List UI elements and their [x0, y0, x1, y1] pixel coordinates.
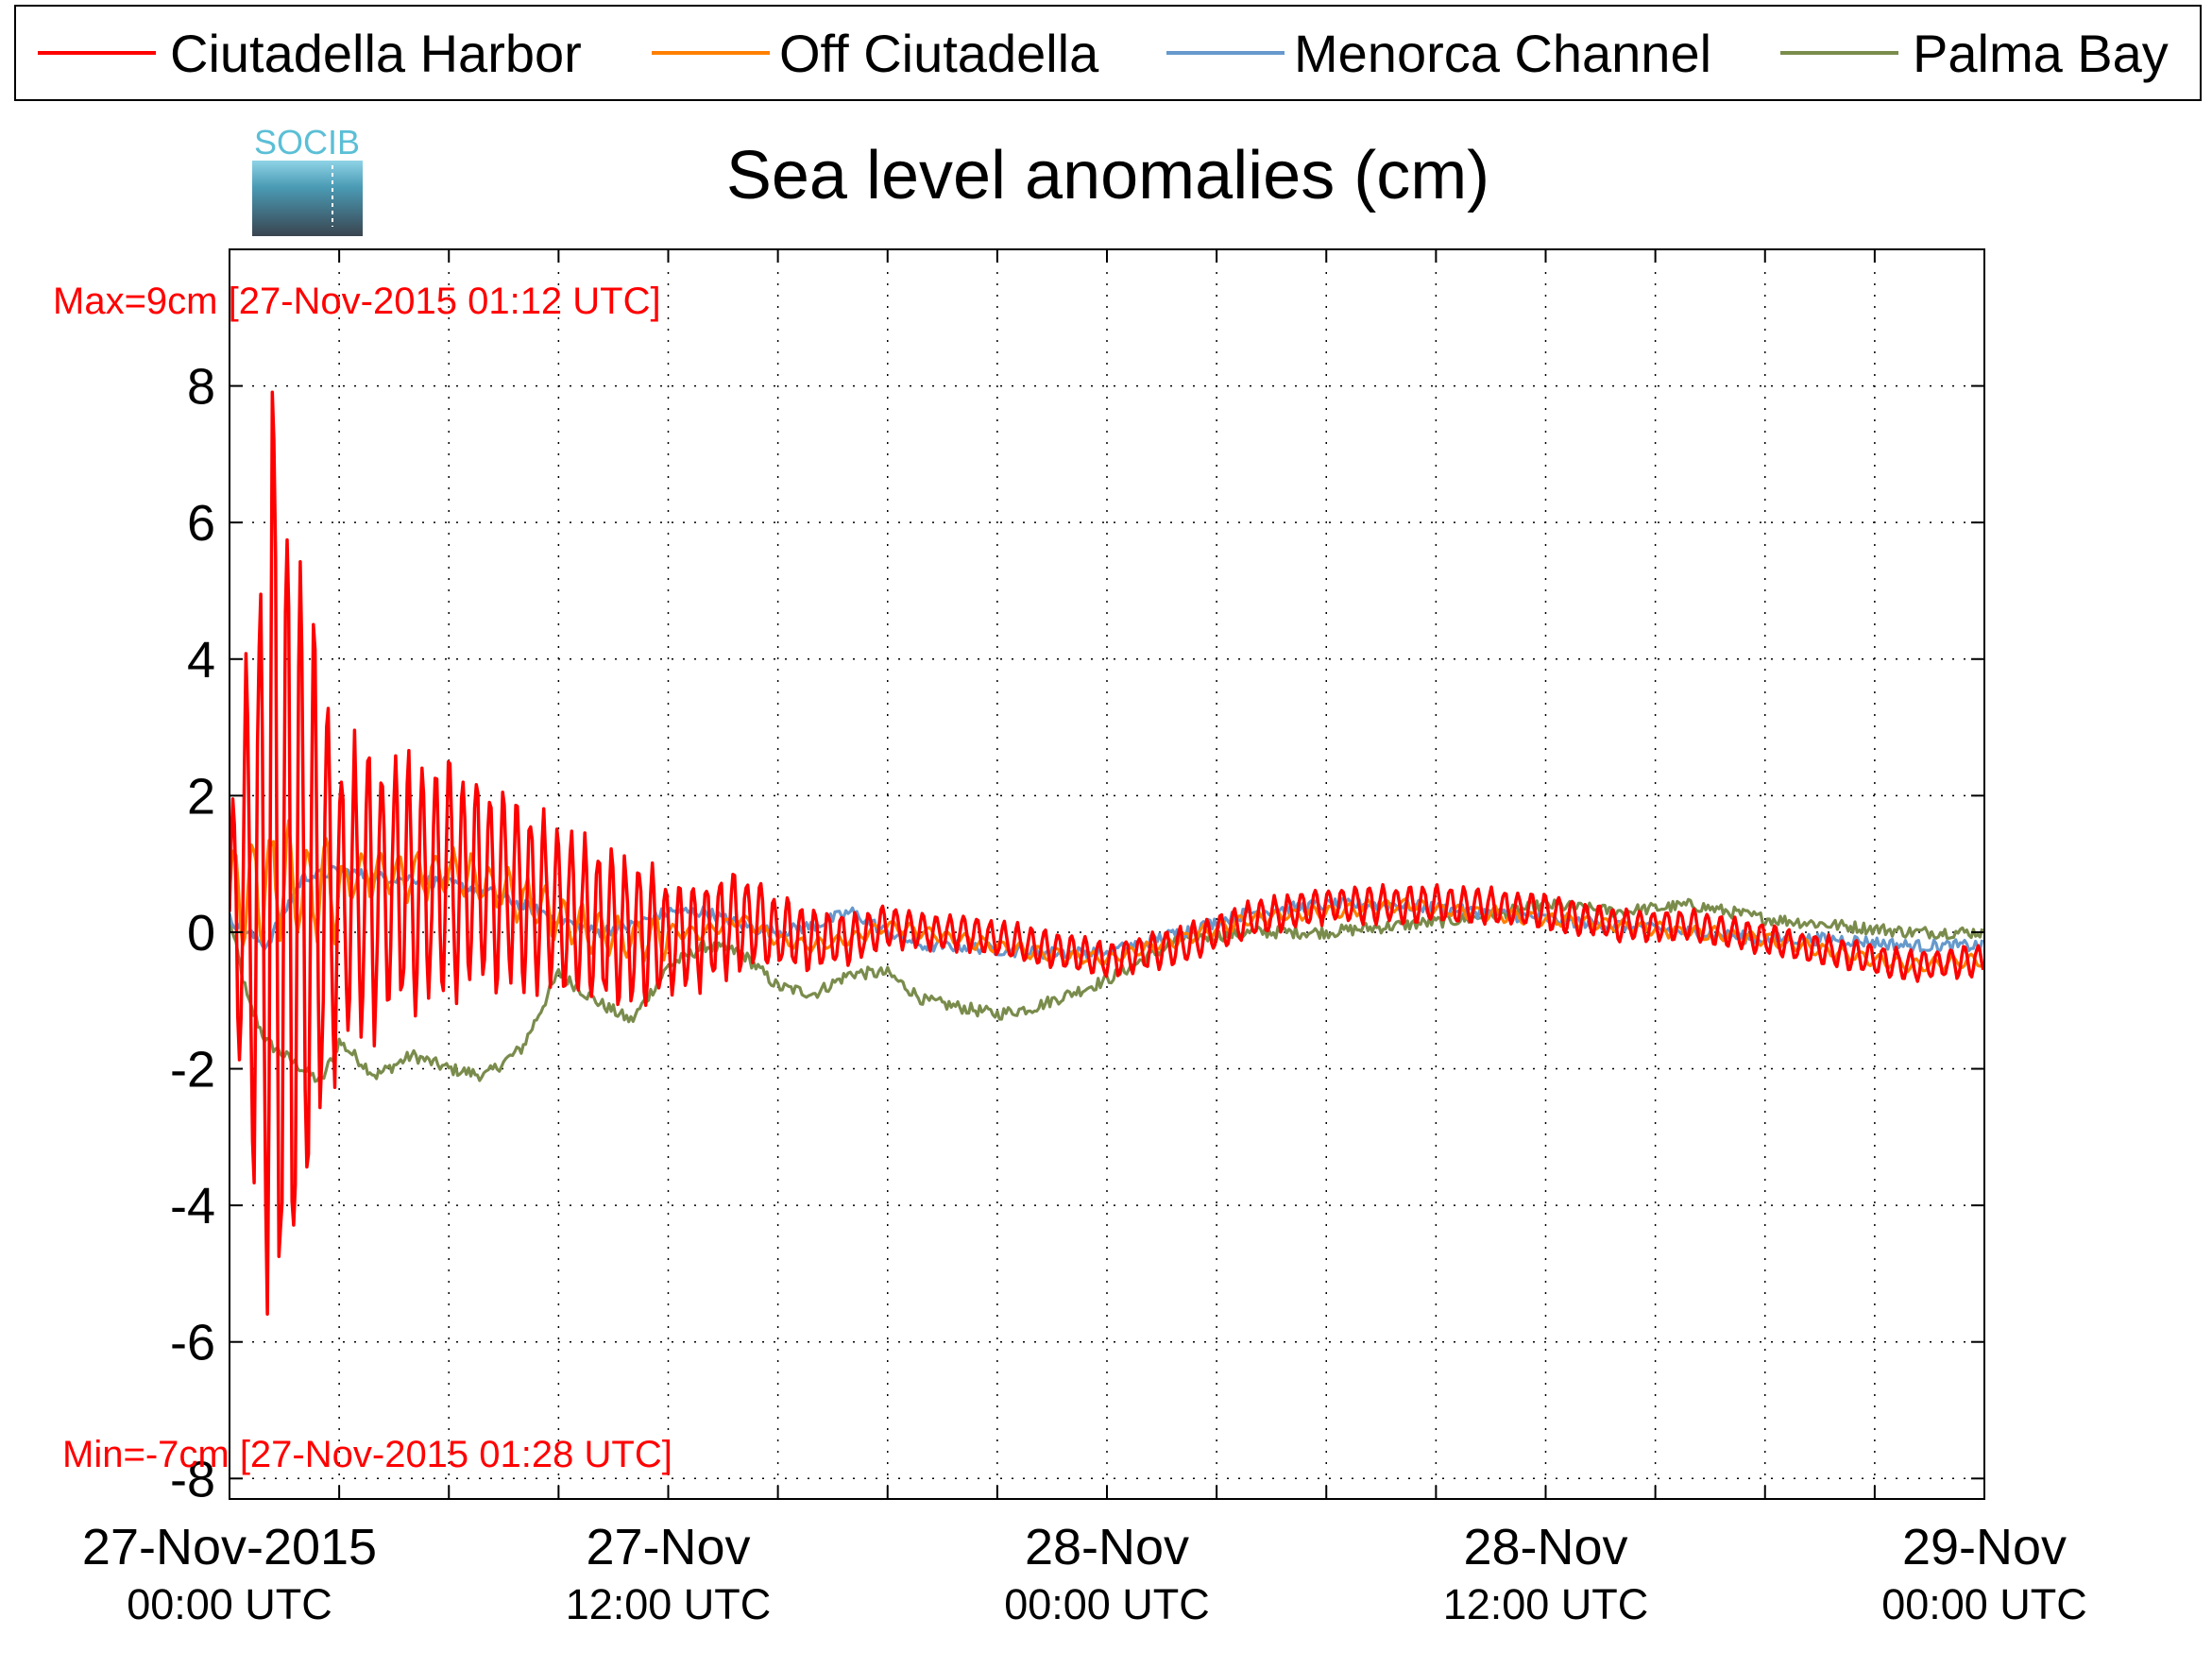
y-tick-label--2: -2	[170, 1042, 215, 1098]
series-group	[230, 390, 1984, 1316]
x-tick-label-2: 28-Nov	[1025, 1519, 1189, 1575]
x-tick-label-0: 27-Nov-2015	[82, 1519, 377, 1575]
x-axis-tick-labels: 27-Nov-2015 00:00 UTC 27-Nov 12:00 UTC 28-No…	[82, 1519, 2087, 1628]
y-tick-label-4: 4	[187, 632, 215, 689]
legend-label-3: Palma Bay	[1913, 24, 2169, 83]
legend-label-1: Off Ciutadella	[779, 24, 1099, 83]
y-tick-label-8: 8	[187, 359, 215, 416]
x-tick-label-1: 27-Nov	[586, 1519, 750, 1575]
socib-logo: SOCIB	[252, 123, 363, 236]
x-tick-sublabel-2: 00:00 UTC	[1004, 1580, 1210, 1628]
y-tick-label--6: -6	[170, 1315, 215, 1371]
y-tick-label--4: -4	[170, 1178, 215, 1235]
legend-label-0: Ciutadella Harbor	[170, 24, 582, 83]
chart-title: Sea level anomalies (cm)	[726, 138, 1489, 213]
legend: Ciutadella Harbor Off Ciutadella Menorca C…	[14, 5, 2202, 101]
max-annotation: Max=9cm [27-Nov-2015 01:12 UTC]	[53, 281, 661, 322]
series-line-ciutadella-harbor	[230, 390, 1984, 1316]
y-axis-tick-labels: 8 6 4 2 0 -2 -4 -6 -8	[170, 359, 215, 1508]
x-tick-sublabel-1: 12:00 UTC	[566, 1580, 772, 1628]
y-tick-label-2: 2	[187, 768, 215, 825]
y-tick-label-0: 0	[187, 905, 215, 962]
y-tick-label--8: -8	[170, 1451, 215, 1507]
y-tick-label-6: 6	[187, 495, 215, 552]
logo-wave-block	[252, 161, 363, 236]
x-tick-sublabel-3: 12:00 UTC	[1443, 1580, 1649, 1628]
x-tick-sublabel-0: 00:00 UTC	[127, 1580, 332, 1628]
x-tick-sublabel-4: 00:00 UTC	[1881, 1580, 2087, 1628]
logo-text: SOCIB	[254, 123, 360, 162]
x-tick-label-4: 29-Nov	[1902, 1519, 2067, 1575]
legend-label-2: Menorca Channel	[1294, 24, 1711, 83]
x-tick-label-3: 28-Nov	[1463, 1519, 1627, 1575]
min-annotation: Min=-7cm [27-Nov-2015 01:28 UTC]	[62, 1434, 672, 1475]
axis-ticks	[230, 249, 1984, 1499]
